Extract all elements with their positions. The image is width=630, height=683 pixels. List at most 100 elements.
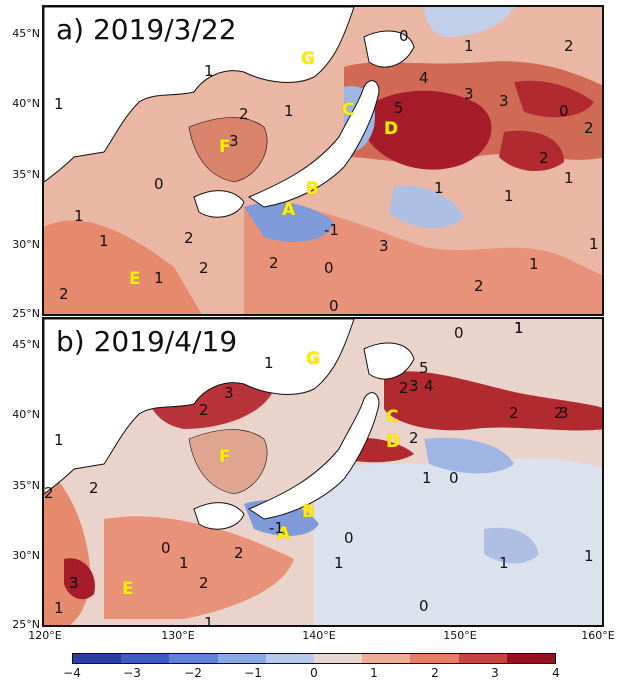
contour-label: 2: [509, 404, 519, 422]
contour-label: 1: [54, 431, 64, 449]
contour-label: 1: [284, 102, 294, 120]
contour-label: 0: [399, 27, 409, 45]
contour-label: 3: [224, 384, 234, 402]
contour-label: 1: [54, 599, 64, 617]
contour-label: 2: [44, 484, 54, 502]
cool-anomaly-region: [424, 7, 514, 37]
colorbar: [72, 653, 556, 664]
lat-label: 25°N: [12, 618, 40, 631]
strong-warm-anomaly: [364, 90, 492, 170]
lat-label: 45°N: [12, 27, 40, 40]
marker-e: E: [129, 269, 141, 289]
lat-label: 25°N: [12, 307, 40, 320]
contour-label: 2: [199, 401, 209, 419]
contour-label: -1: [324, 221, 339, 239]
colorbar-tick: 4: [552, 666, 560, 680]
land-hokkaido: [363, 30, 415, 68]
contour-label: 2: [184, 229, 194, 247]
lon-label: 160°E: [581, 629, 615, 642]
contour-label: 1: [529, 255, 539, 273]
sst-anomaly-map-a: [44, 7, 602, 314]
contour-label: 1: [564, 169, 574, 187]
warm-anomaly-region: [104, 516, 294, 619]
strong-warm-anomaly: [64, 558, 95, 600]
contour-label: 3: [499, 92, 509, 110]
marker-e: E: [122, 579, 134, 599]
contour-label: 1: [434, 179, 444, 197]
land-korea: [193, 190, 245, 218]
contour-label: 3: [464, 85, 474, 103]
contour-label: 2: [199, 574, 209, 592]
colorbar-tick: −1: [244, 666, 262, 680]
strong-warm-anomaly: [514, 80, 594, 118]
contour-label: 2: [399, 379, 409, 397]
contour-label: 1: [422, 469, 432, 487]
colorbar-segment: [217, 654, 266, 663]
contour-label: 2: [554, 404, 564, 422]
contour-label: 0: [154, 175, 164, 193]
contour-label: 2: [234, 544, 244, 562]
colorbar-segment: [506, 654, 556, 663]
marker-d: D: [384, 119, 399, 139]
contour-label: 2: [269, 254, 279, 272]
contour-label: 1: [179, 554, 189, 572]
colorbar-segment: [121, 654, 170, 663]
contour-label: 0: [329, 297, 339, 315]
marker-f: F: [219, 447, 231, 467]
lat-label: 30°N: [12, 549, 40, 562]
lon-label: 130°E: [161, 629, 195, 642]
panel-title: b) 2019/4/19: [56, 325, 238, 358]
contour-label: -1: [269, 519, 284, 537]
cool-anomaly-region: [484, 527, 539, 564]
contour-label: 2: [564, 37, 574, 55]
colorbar-tick: −3: [123, 666, 141, 680]
contour-label: 2: [199, 259, 209, 277]
colorbar-segment: [73, 654, 122, 663]
lat-label: 40°N: [12, 97, 40, 110]
lon-label: 120°E: [28, 629, 62, 642]
lat-label: 40°N: [12, 408, 40, 421]
colorbar-segment: [314, 654, 363, 663]
contour-label: 1: [264, 354, 274, 372]
contour-label: 1: [99, 232, 109, 250]
contour-label: 1: [54, 95, 64, 113]
contour-label: 1: [154, 269, 164, 287]
colorbar-tick: −4: [63, 666, 81, 680]
lat-label: 30°N: [12, 238, 40, 251]
colorbar-tick: 2: [431, 666, 439, 680]
contour-label: 4: [424, 377, 434, 395]
map-panel-a: a) 2019/3/22 A B C D E F G 0 1 2 3 4 5 -…: [42, 5, 604, 316]
contour-label: 1: [204, 614, 214, 627]
land-korea: [193, 502, 245, 530]
marker-c: C: [342, 100, 355, 120]
strong-warm-anomaly: [384, 371, 602, 431]
sst-anomaly-map-b: [44, 319, 602, 625]
colorbar-tick: −2: [184, 666, 202, 680]
contour-label: 3: [69, 574, 79, 592]
marker-d: D: [386, 432, 401, 452]
contour-label: 1: [514, 319, 524, 337]
contour-label: 2: [239, 105, 249, 123]
contour-label: 3: [409, 377, 419, 395]
contour-label: 3: [69, 574, 79, 592]
marker-a: A: [282, 200, 296, 220]
contour-label: 2: [539, 149, 549, 167]
contour-label: 0: [559, 102, 569, 120]
lat-label: 45°N: [12, 338, 40, 351]
land-japan: [247, 392, 380, 520]
colorbar-segment: [265, 654, 315, 663]
contour-label: 1: [514, 319, 524, 337]
warm-anomaly-region: [44, 220, 202, 314]
contour-label: 0: [161, 539, 171, 557]
contour-label: 4: [419, 69, 429, 87]
contour-label: 1: [204, 62, 214, 80]
marker-b: B: [302, 502, 315, 522]
lat-label: 35°N: [12, 168, 40, 181]
panel-title: a) 2019/3/22: [56, 13, 237, 46]
marker-a: A: [277, 524, 291, 544]
contour-label: 5: [394, 99, 404, 117]
contour-label: 1: [334, 554, 344, 572]
contour-label: 0: [344, 529, 354, 547]
colorbar-segment: [169, 654, 218, 663]
marker-b: B: [306, 179, 319, 199]
